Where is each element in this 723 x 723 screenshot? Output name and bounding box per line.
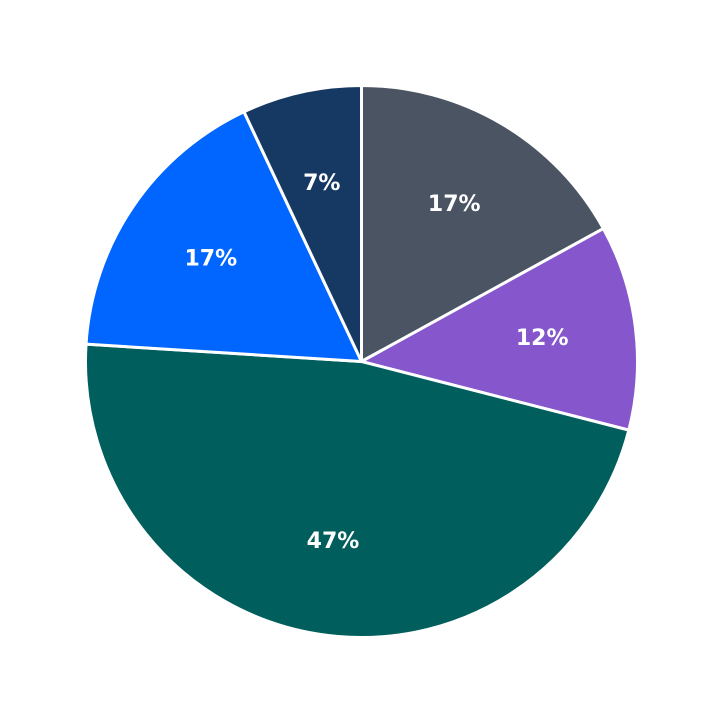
- pie-slice-5: [242, 84, 363, 363]
- slices-layer: [84, 84, 639, 639]
- pie-slice-label-4: 17%: [185, 247, 238, 272]
- pie-slice-4: [84, 110, 363, 363]
- pie-slice-label-1: 17%: [428, 192, 481, 217]
- pie-slice-label-2: 12%: [516, 326, 569, 351]
- pie-slice-label-5: 7%: [303, 171, 340, 196]
- labels-layer: 17% 12% 47% 17% 7%: [185, 171, 569, 554]
- pie-slice-3: [84, 342, 631, 639]
- pie-slice-2: [360, 227, 639, 432]
- pie-slice-1: [360, 84, 605, 363]
- pie-slice-label-3: 47%: [307, 529, 360, 554]
